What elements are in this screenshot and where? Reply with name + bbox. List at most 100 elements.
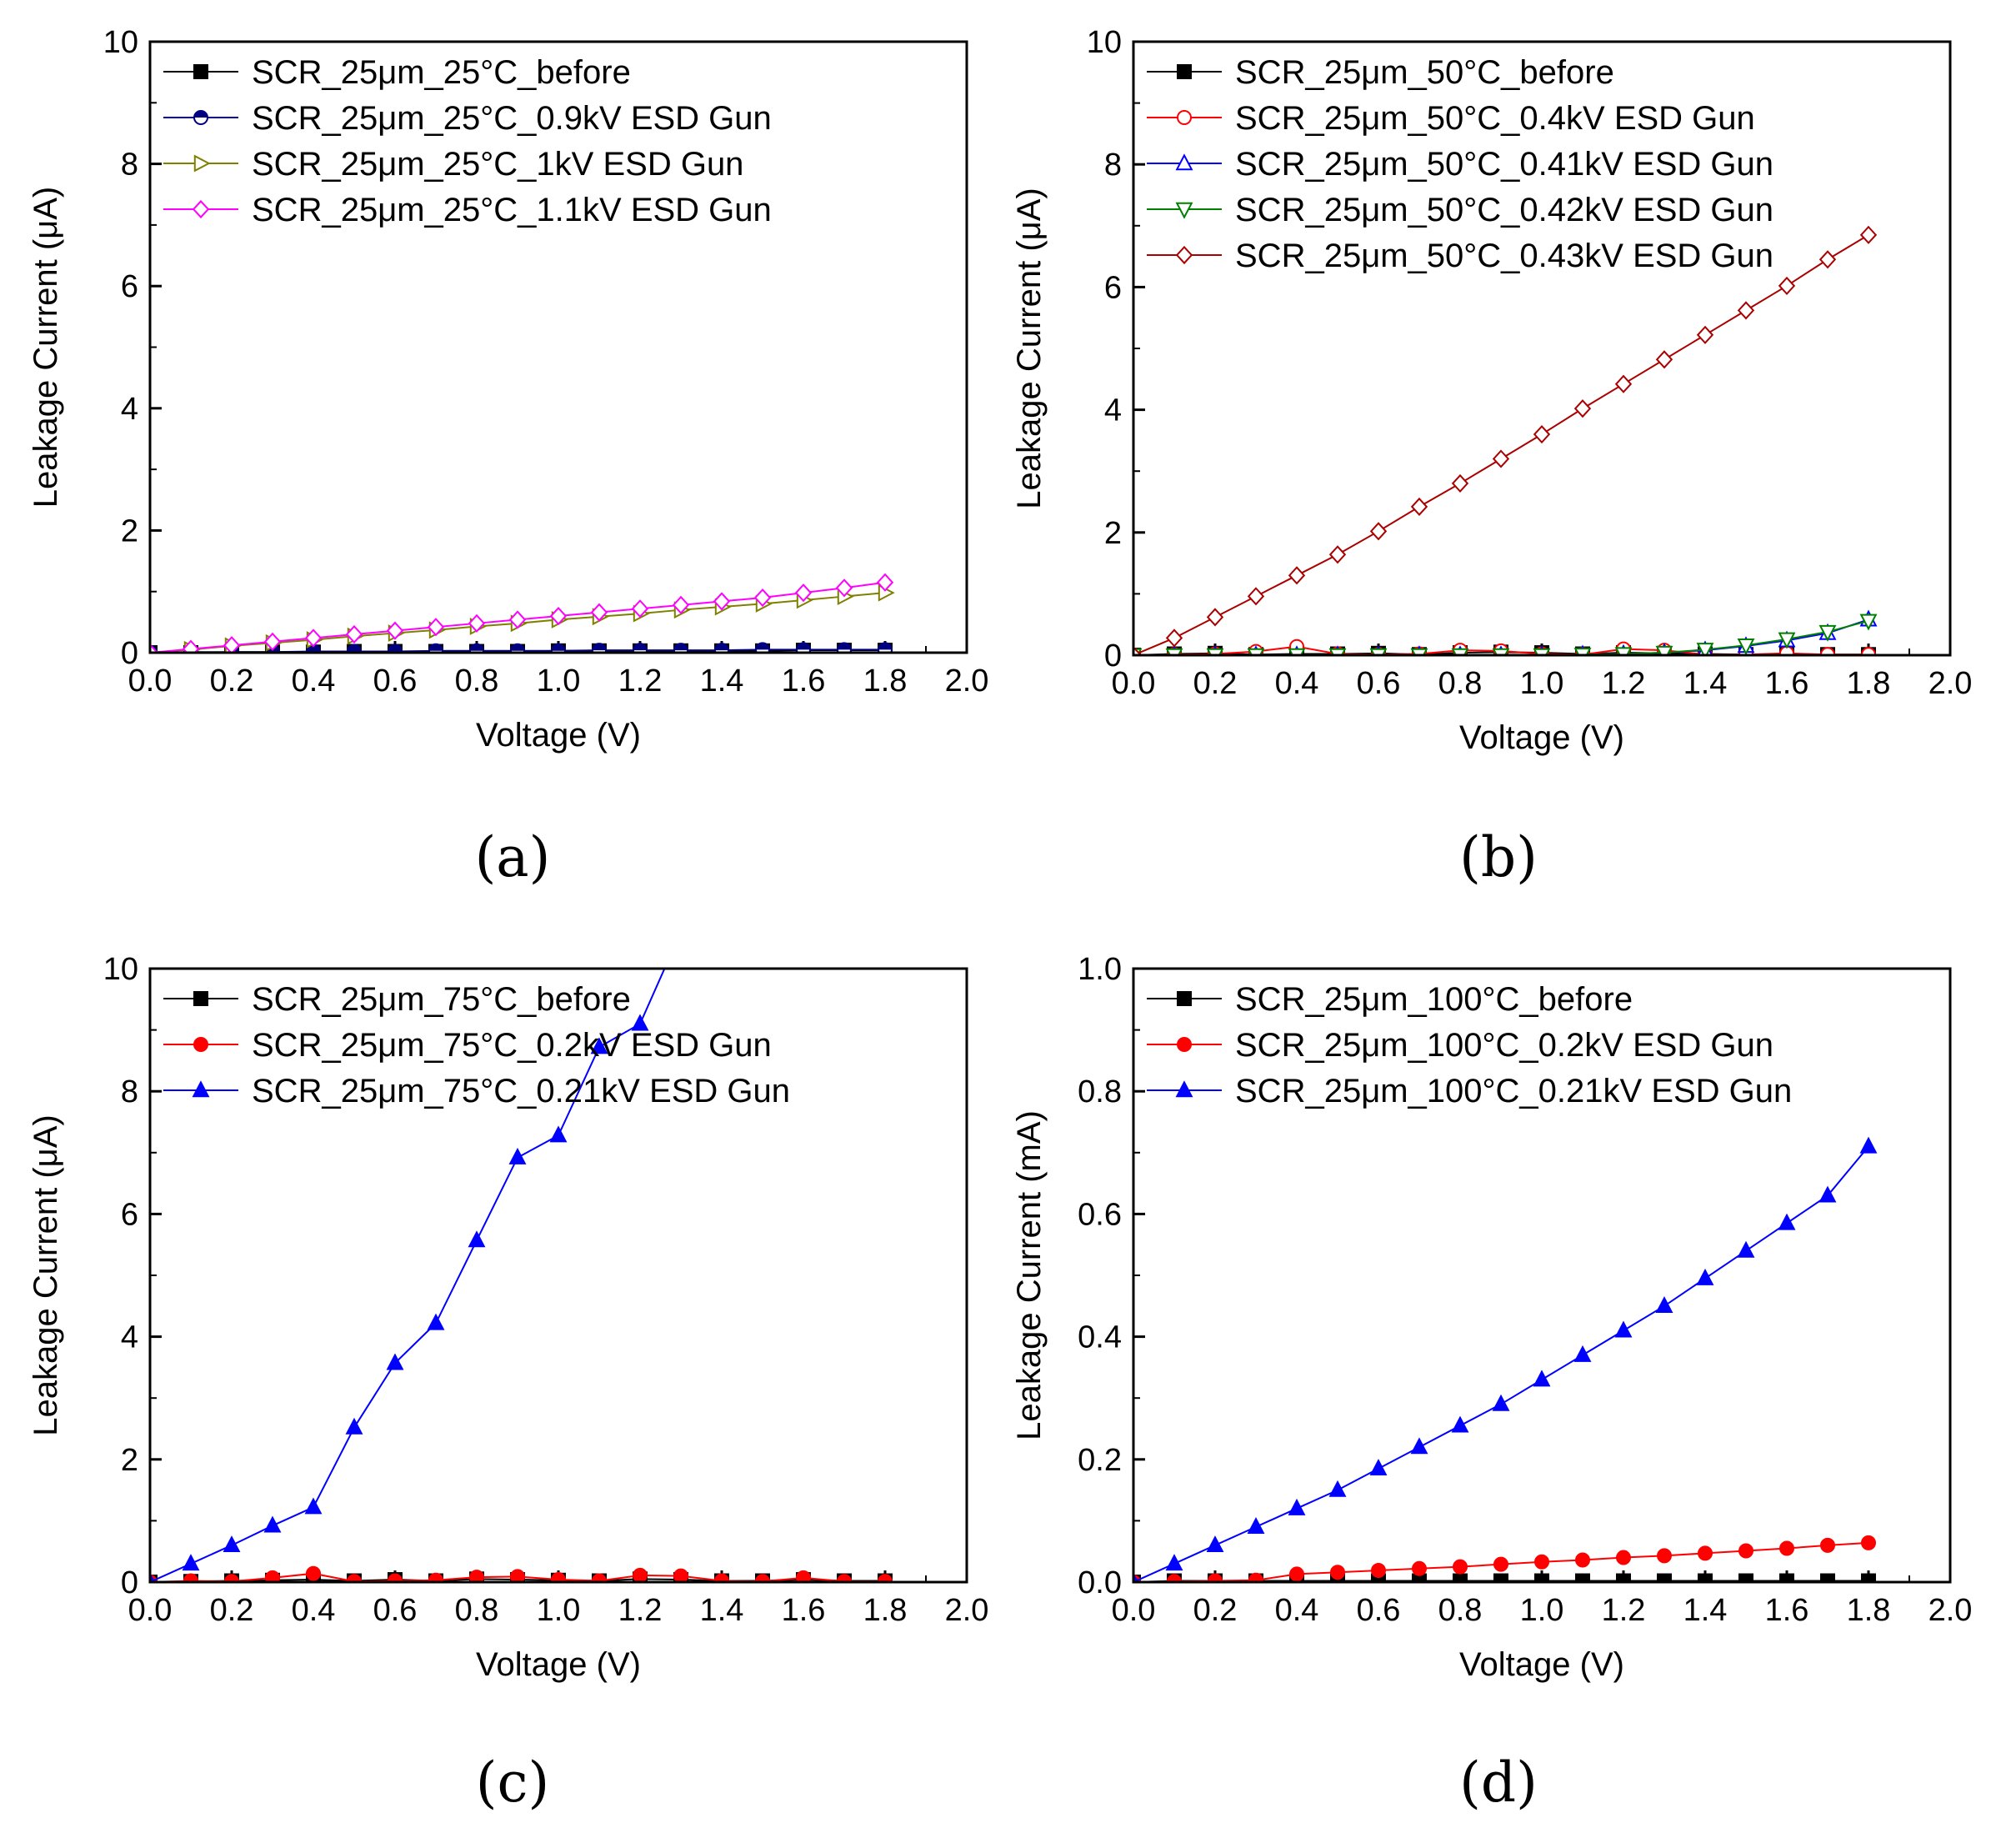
chart-panel-3: 0.0 0.2 0.4 0.6 0.8 1.0 1.2 1.4 1.6 1.8 2.0 0 2 4 6 8 10… [28,924,989,1683]
x-tick-label: 1.8 [1847,666,1891,701]
y-tick-label: 0 [121,636,138,671]
legend-label: SCR_25μm_25°C_1.1kV ESD Gun [252,192,772,228]
data-point [1451,473,1469,493]
y-tick-label: 10 [103,25,138,60]
data-point [1493,1556,1508,1572]
x-tick-label: 1.6 [782,1593,826,1628]
data-point [549,1125,568,1143]
data-point [1655,1296,1673,1313]
y-axis-label: Leakage Current (μA) [28,187,64,508]
legend-marker [193,1037,208,1052]
data-point [1738,1543,1753,1559]
data-point [1410,648,1428,655]
x-tick-label: 0.8 [455,664,499,699]
data-point [1247,1517,1265,1534]
x-tick-label: 1.0 [537,1593,581,1628]
y-tick-label: 10 [103,952,138,987]
data-point [510,1569,525,1582]
chart-panel-2: 0.0 0.2 0.4 0.6 0.8 1.0 1.2 1.4 1.6 1.8 2.0 0 2 4 6 8 10… [1011,25,1972,756]
legend-label: SCR_25μm_25°C_before [252,54,631,91]
x-tick-label: 2.0 [945,1593,989,1628]
data-point [1655,645,1673,655]
legend: SCR_25μm_50°C_before SCR_25μm_50°C_0.4kV … [1147,54,1773,274]
data-point [1859,613,1878,631]
series-line [150,969,666,1582]
data-point [150,643,159,653]
legend-marker [1175,1080,1193,1098]
data-point [1614,374,1633,393]
legend-marker [1177,991,1192,1006]
data-point [304,629,323,648]
x-tick-label: 1.6 [1765,666,1809,701]
data-point [1412,1560,1427,1576]
series-line [1133,233,1869,655]
legend-label: SCR_25μm_100°C_0.2kV ESD Gun [1235,1027,1773,1064]
x-tick-label: 1.0 [537,664,581,699]
x-tick-label: 1.8 [863,1593,908,1628]
x-tick-label: 1.4 [1683,1593,1728,1628]
data-point [1737,301,1755,320]
x-axis-label: Voltage (V) [1459,719,1624,756]
data-point [1533,1370,1551,1387]
legend-marker [1177,64,1192,79]
data-point [1655,350,1673,369]
data-point [345,1417,363,1435]
x-tick-label: 2.0 [1928,666,1973,701]
legend-marker [193,110,208,125]
data-point [673,924,688,938]
legend-label: SCR_25μm_25°C_1kV ESD Gun [252,146,743,183]
data-point [1859,225,1878,244]
x-tick-label: 0.8 [455,1593,499,1628]
data-point [1165,648,1183,655]
data-point [755,642,770,653]
data-point [835,578,853,598]
data-point [1859,1136,1878,1154]
data-point [1288,648,1306,655]
y-tick-label: 8 [1104,148,1122,183]
legend-marker [1175,202,1193,219]
data-point [1818,1185,1837,1203]
x-tick-label: 1.4 [1683,666,1728,701]
x-axis-label: Voltage (V) [476,1646,641,1683]
data-point [306,1565,321,1581]
data-point [468,613,486,633]
x-tick-label: 1.2 [618,1593,663,1628]
data-point [1289,1566,1304,1582]
data-point [1533,424,1551,444]
chart-panel-4: 0.0 0.2 0.4 0.6 0.8 1.0 1.2 1.4 1.6 1.8 2.0 0.0 0.2 0… [1011,952,1972,1683]
panel-label-d: (d) [1459,1750,1538,1815]
legend-label: SCR_25μm_75°C_0.2kV ESD Gun [252,1027,772,1064]
x-tick-label: 0.2 [210,664,254,699]
data-point [1657,1548,1672,1564]
data-point [1573,648,1592,655]
data-point [1369,1459,1388,1476]
data-point [1410,497,1428,516]
data-point [1696,325,1714,344]
data-point [1328,648,1347,655]
x-tick-label: 0.0 [128,664,173,699]
x-tick-label: 1.4 [700,664,744,699]
legend-marker [193,64,208,79]
data-point [1328,545,1347,564]
data-point [265,1570,280,1582]
data-point [1492,449,1510,468]
data-point [1575,1552,1590,1568]
series-3 [150,924,688,1582]
data-point [551,643,566,653]
data-point [469,643,484,653]
data-point [1737,1240,1755,1258]
series-3 [1133,1136,1878,1582]
data-point [510,643,525,653]
data-point [590,603,608,622]
data-point [223,1535,241,1553]
y-tick-label: 4 [1104,393,1122,428]
legend-label: SCR_25μm_75°C_0.21kV ESD Gun [252,1073,790,1109]
x-tick-label: 1.8 [863,664,908,699]
data-point [508,1147,527,1164]
data-point [1533,648,1551,655]
data-point [1778,1213,1796,1230]
legend-marker [1177,110,1192,125]
y-tick-label: 2 [121,513,138,548]
plot-frame [1132,967,1952,1584]
legend-label: SCR_25μm_75°C_before [252,981,631,1018]
